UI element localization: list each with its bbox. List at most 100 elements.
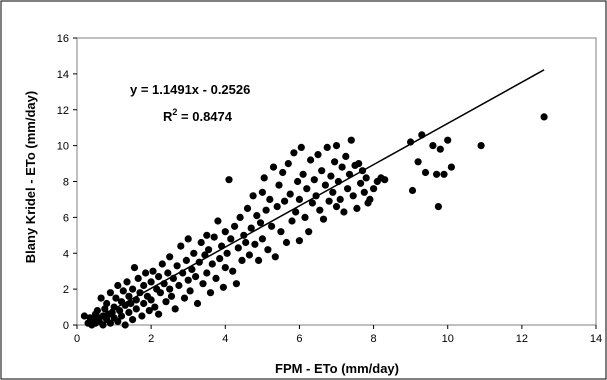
data-point [288, 217, 296, 225]
data-point [223, 249, 231, 257]
data-point [434, 203, 442, 211]
data-point [93, 307, 101, 315]
y-tick-label: 10 [57, 141, 69, 153]
data-point [125, 308, 133, 316]
data-point [307, 156, 315, 164]
data-point [164, 269, 172, 277]
data-point [145, 307, 153, 315]
data-point [216, 255, 224, 263]
data-point [192, 273, 200, 281]
trendline-annotation: y = 1.1491x - 0.2526 R2 = 0.8474 [130, 82, 250, 124]
x-tick-label: 14 [590, 333, 602, 345]
data-point [110, 303, 118, 311]
data-point [156, 289, 164, 297]
data-point [205, 246, 213, 254]
y-tick-label: 12 [57, 105, 69, 117]
trendline-r2: R2 = 0.8474 [163, 107, 233, 124]
data-point [116, 307, 124, 315]
data-point [167, 292, 176, 300]
x-tick-label: 2 [148, 333, 154, 345]
data-point [140, 299, 148, 308]
data-point [321, 181, 329, 189]
data-point [258, 188, 266, 196]
data-point [273, 203, 281, 211]
data-point [370, 185, 378, 193]
data-point [245, 251, 253, 259]
data-point [329, 188, 337, 196]
x-tick-label: 0 [74, 333, 80, 345]
data-point [193, 299, 202, 308]
data-point [99, 321, 107, 329]
plot-area: 0 2 4 6 8 10 12 14 0 2 4 6 8 10 12 14 16 [57, 33, 602, 345]
data-point [301, 213, 309, 221]
data-point [305, 228, 313, 236]
y-tick-label: 6 [63, 212, 69, 224]
data-point [136, 289, 144, 297]
data-point [227, 235, 235, 243]
data-point [203, 231, 211, 239]
data-point [429, 142, 437, 150]
y-axis-label: Blany Kridel - ETo (mm/day) [23, 91, 38, 263]
data-point [127, 299, 135, 308]
data-point [295, 237, 303, 245]
data-point [114, 281, 122, 290]
data-point [199, 280, 207, 288]
data-point [281, 197, 289, 205]
data-point [355, 160, 363, 168]
data-point [186, 287, 194, 295]
data-point [325, 197, 333, 205]
data-point [212, 274, 220, 282]
data-point [147, 278, 155, 286]
data-point [253, 212, 261, 220]
data-point [433, 170, 441, 178]
data-point [408, 186, 417, 195]
x-tick-label: 4 [222, 333, 228, 345]
data-point [290, 149, 298, 157]
data-point [319, 215, 328, 223]
y-tick-label: 14 [57, 69, 69, 81]
data-point [119, 287, 127, 295]
data-point [142, 269, 150, 277]
data-point [345, 170, 354, 178]
r2-suffix: = 0.8474 [177, 109, 232, 124]
y-tick-label: 16 [57, 33, 69, 45]
data-point [353, 204, 361, 212]
trendline [84, 69, 545, 326]
y-tick-label: 2 [63, 284, 69, 296]
data-point [125, 292, 133, 300]
data-point [190, 249, 198, 257]
data-point [292, 208, 300, 216]
data-point [342, 152, 350, 160]
data-point [447, 163, 455, 171]
data-point [303, 185, 311, 193]
data-point [188, 265, 196, 273]
data-point [269, 163, 278, 171]
data-point [310, 176, 318, 184]
data-point [129, 316, 137, 324]
data-point [158, 260, 166, 268]
data-point [221, 228, 229, 236]
data-point [266, 195, 274, 203]
data-point [349, 192, 357, 200]
x-tick-label: 8 [371, 333, 377, 345]
data-point [282, 238, 291, 247]
data-point [210, 233, 218, 241]
data-point [477, 142, 485, 150]
data-point [155, 273, 163, 281]
data-point [132, 305, 140, 313]
data-point [264, 246, 272, 254]
data-point [97, 294, 105, 302]
data-point [247, 224, 255, 232]
data-point [249, 192, 257, 200]
data-point [180, 294, 189, 302]
scatter-points [80, 113, 548, 329]
data-point [284, 160, 292, 168]
data-point [171, 305, 179, 313]
data-point [219, 283, 227, 291]
data-point [318, 167, 326, 175]
data-point [221, 264, 229, 272]
data-point [357, 179, 365, 187]
data-point [129, 285, 137, 293]
data-point [238, 256, 246, 264]
